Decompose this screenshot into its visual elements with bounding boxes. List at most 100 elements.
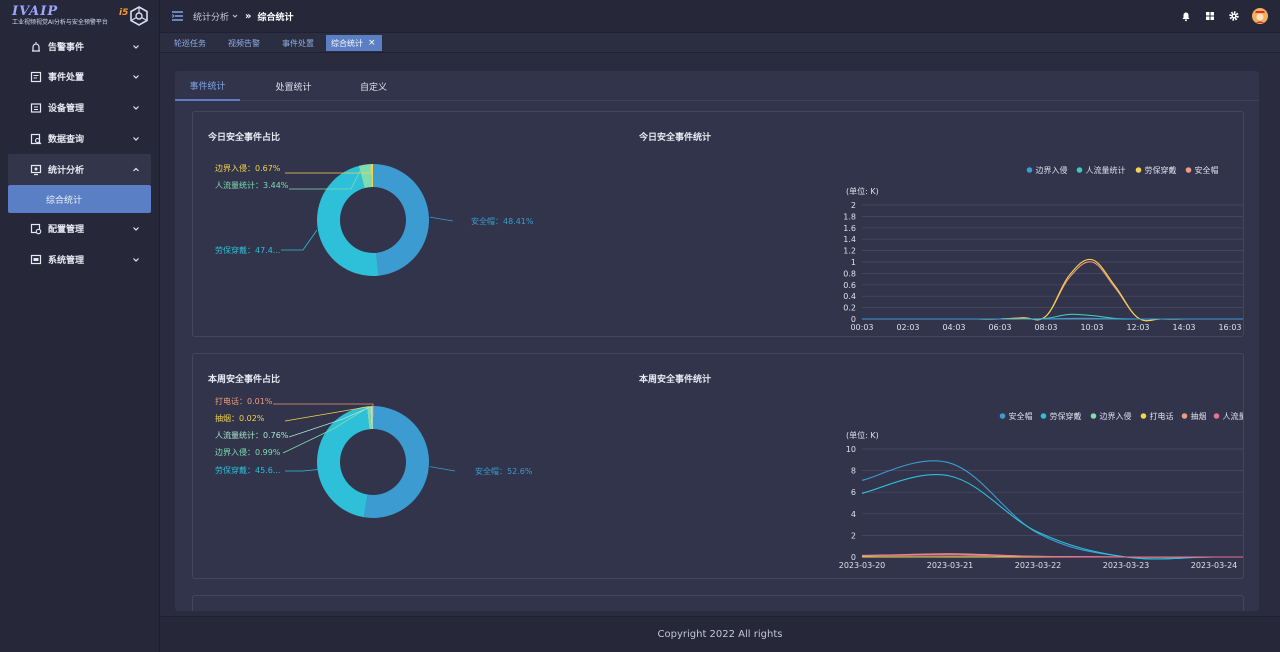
main-panel: 事件统计 处置统计 自定义 今日安全事件占比 今日安全事件统计 安全帽：48.4… bbox=[175, 71, 1259, 611]
pie-slice bbox=[366, 406, 372, 430]
chevron-down-icon bbox=[133, 136, 139, 141]
sidebar-item-event[interactable]: 事件处置 bbox=[0, 61, 159, 92]
pie-slice bbox=[317, 406, 370, 518]
y-tick-label: 10 bbox=[846, 445, 856, 454]
chevron-down-icon bbox=[133, 226, 139, 231]
legend-marker bbox=[1076, 167, 1083, 173]
today-line-title: 今日安全事件统计 bbox=[639, 133, 712, 143]
x-tick-label: 06:03 bbox=[988, 323, 1011, 332]
y-tick-label: 4 bbox=[851, 510, 856, 519]
tag-event-handling[interactable]: 事件处置 bbox=[277, 35, 319, 51]
tag-label: 视频告警 bbox=[228, 38, 260, 48]
y-tick-label: 6 bbox=[851, 488, 856, 497]
pie-slice bbox=[373, 164, 430, 276]
y-tick-label: 2 bbox=[851, 531, 856, 540]
sidebar-item-device[interactable]: 设备管理 bbox=[0, 92, 159, 123]
pie-label: 打电话：0.01% bbox=[215, 396, 273, 406]
pie-label: 边界入侵：0.99% bbox=[215, 447, 281, 457]
today-pie-chart: 安全帽：48.41% 劳保穿戴：47.4... 人流量统计：3.44% 边界入侵：0.… bbox=[215, 163, 534, 276]
y-tick-label: 0.6 bbox=[843, 281, 856, 290]
tab-event-stats[interactable]: 事件统计 bbox=[175, 71, 240, 101]
breadcrumb-separator: » bbox=[245, 10, 252, 22]
y-tick-label: 8 bbox=[851, 467, 856, 476]
legend-label: 安全帽 bbox=[1195, 165, 1219, 175]
logo[interactable]: IVAIP 工业视频视觉AI分析与安全预警平台 i5 bbox=[0, 0, 159, 32]
legend-label: 劳保穿戴 bbox=[1050, 411, 1082, 421]
tab-handling-stats[interactable]: 处置统计 bbox=[275, 82, 312, 93]
sidebar-item-system[interactable]: 系统管理 bbox=[0, 244, 159, 275]
chevron-down-icon bbox=[133, 74, 139, 79]
legend-marker bbox=[1040, 413, 1047, 419]
today-pie-title: 今日安全事件占比 bbox=[208, 133, 281, 143]
tag-label: 轮巡任务 bbox=[174, 38, 206, 48]
week-pie-chart: 安全帽：52.6% 劳保穿戴：45.6... 边界入侵：0.99% 人流量统计：0.7… bbox=[215, 396, 533, 518]
legend-marker bbox=[1090, 413, 1097, 419]
breadcrumb-parent[interactable]: 统计分析 bbox=[193, 12, 230, 23]
pie-label: 边界入侵：0.67% bbox=[215, 163, 281, 173]
legend-marker bbox=[1185, 167, 1192, 173]
pie-slice bbox=[370, 406, 373, 430]
tag-video-alarm[interactable]: 视频告警 bbox=[223, 35, 265, 51]
sidebar-item-config[interactable]: 配置管理 bbox=[0, 213, 159, 244]
x-tick-label: 04:03 bbox=[942, 323, 965, 332]
legend-marker bbox=[1213, 413, 1220, 419]
sidebar: IVAIP 工业视频视觉AI分析与安全预警平台 i5 告警事件 事件处置 设备管… bbox=[0, 0, 160, 652]
tab-custom[interactable]: 自定义 bbox=[359, 82, 387, 93]
x-tick-label: 14:03 bbox=[1172, 323, 1195, 332]
pie-label-line bbox=[281, 229, 318, 251]
legend-marker bbox=[1026, 167, 1033, 173]
x-tick-label: 2023-03-20 bbox=[839, 561, 886, 570]
legend-marker bbox=[1140, 413, 1147, 419]
x-tick-label: 16:03 bbox=[1218, 323, 1241, 332]
pie-label: 抽烟：0.02% bbox=[215, 413, 265, 423]
y-tick-label: 0.4 bbox=[843, 292, 856, 301]
grid-icon[interactable] bbox=[1204, 10, 1216, 22]
pie-slice bbox=[316, 165, 379, 276]
pie-label-line bbox=[288, 406, 371, 438]
sidebar-item-label: 设备管理 bbox=[48, 104, 85, 114]
x-tick-label: 02:03 bbox=[896, 323, 919, 332]
config-icon bbox=[30, 223, 42, 234]
menu-toggle-icon[interactable] bbox=[172, 11, 183, 21]
week-line-title: 本周安全事件统计 bbox=[639, 375, 712, 385]
y-tick-label: 1.6 bbox=[843, 224, 856, 233]
sidebar-item-label: 事件处置 bbox=[48, 73, 85, 83]
y-unit-label: (单位: K) bbox=[846, 186, 879, 196]
header-actions bbox=[1168, 8, 1268, 24]
sidebar-item-label: 数据查询 bbox=[48, 135, 85, 145]
legend-label: 人流量统计 bbox=[1223, 411, 1244, 421]
pie-label: 劳保穿戴：45.6... bbox=[215, 465, 280, 475]
sidebar-item-data-query[interactable]: 数据查询 bbox=[0, 123, 159, 154]
tag-overall-stats[interactable]: 综合统计 × bbox=[326, 35, 382, 51]
sidebar-item-label: 统计分析 bbox=[48, 166, 85, 176]
tag-patrol[interactable]: 轮巡任务 bbox=[169, 35, 211, 51]
series-line bbox=[861, 554, 1243, 558]
notification-bell-icon[interactable] bbox=[1180, 10, 1192, 22]
sidebar-subitem-overall-stats[interactable]: 综合统计 bbox=[8, 185, 151, 213]
y-tick-label: 0.8 bbox=[843, 269, 856, 278]
pie-label-line bbox=[273, 403, 374, 417]
chevron-up-icon bbox=[133, 167, 139, 171]
x-tick-label: 2023-03-24 bbox=[1191, 561, 1238, 570]
y-tick-label: 1.8 bbox=[843, 212, 856, 221]
gear-icon[interactable] bbox=[1228, 10, 1240, 22]
next-card bbox=[192, 595, 1244, 611]
footer: Copyright 2022 All rights bbox=[160, 616, 1280, 652]
x-tick-label: 10:03 bbox=[1080, 323, 1103, 332]
sidebar-item-label: 系统管理 bbox=[48, 256, 85, 266]
x-tick-label: 00:03 bbox=[850, 323, 873, 332]
avatar[interactable] bbox=[1252, 8, 1268, 24]
top-header: 统计分析 » 综合统计 bbox=[160, 0, 1280, 32]
series-line bbox=[861, 474, 1243, 560]
legend-marker bbox=[1135, 167, 1142, 173]
sidebar-item-label: 配置管理 bbox=[48, 225, 85, 235]
legend-marker bbox=[999, 413, 1006, 419]
close-icon[interactable]: × bbox=[368, 38, 376, 48]
week-pie-title: 本周安全事件占比 bbox=[208, 375, 281, 385]
sidebar-item-statistics[interactable]: 统计分析 bbox=[8, 154, 151, 185]
logo-version: i5 bbox=[119, 8, 129, 18]
sidebar-item-alarm[interactable]: 告警事件 bbox=[0, 32, 159, 61]
series-line bbox=[861, 317, 1243, 320]
pie-label-line bbox=[285, 165, 372, 174]
pie-label-line bbox=[429, 466, 456, 472]
